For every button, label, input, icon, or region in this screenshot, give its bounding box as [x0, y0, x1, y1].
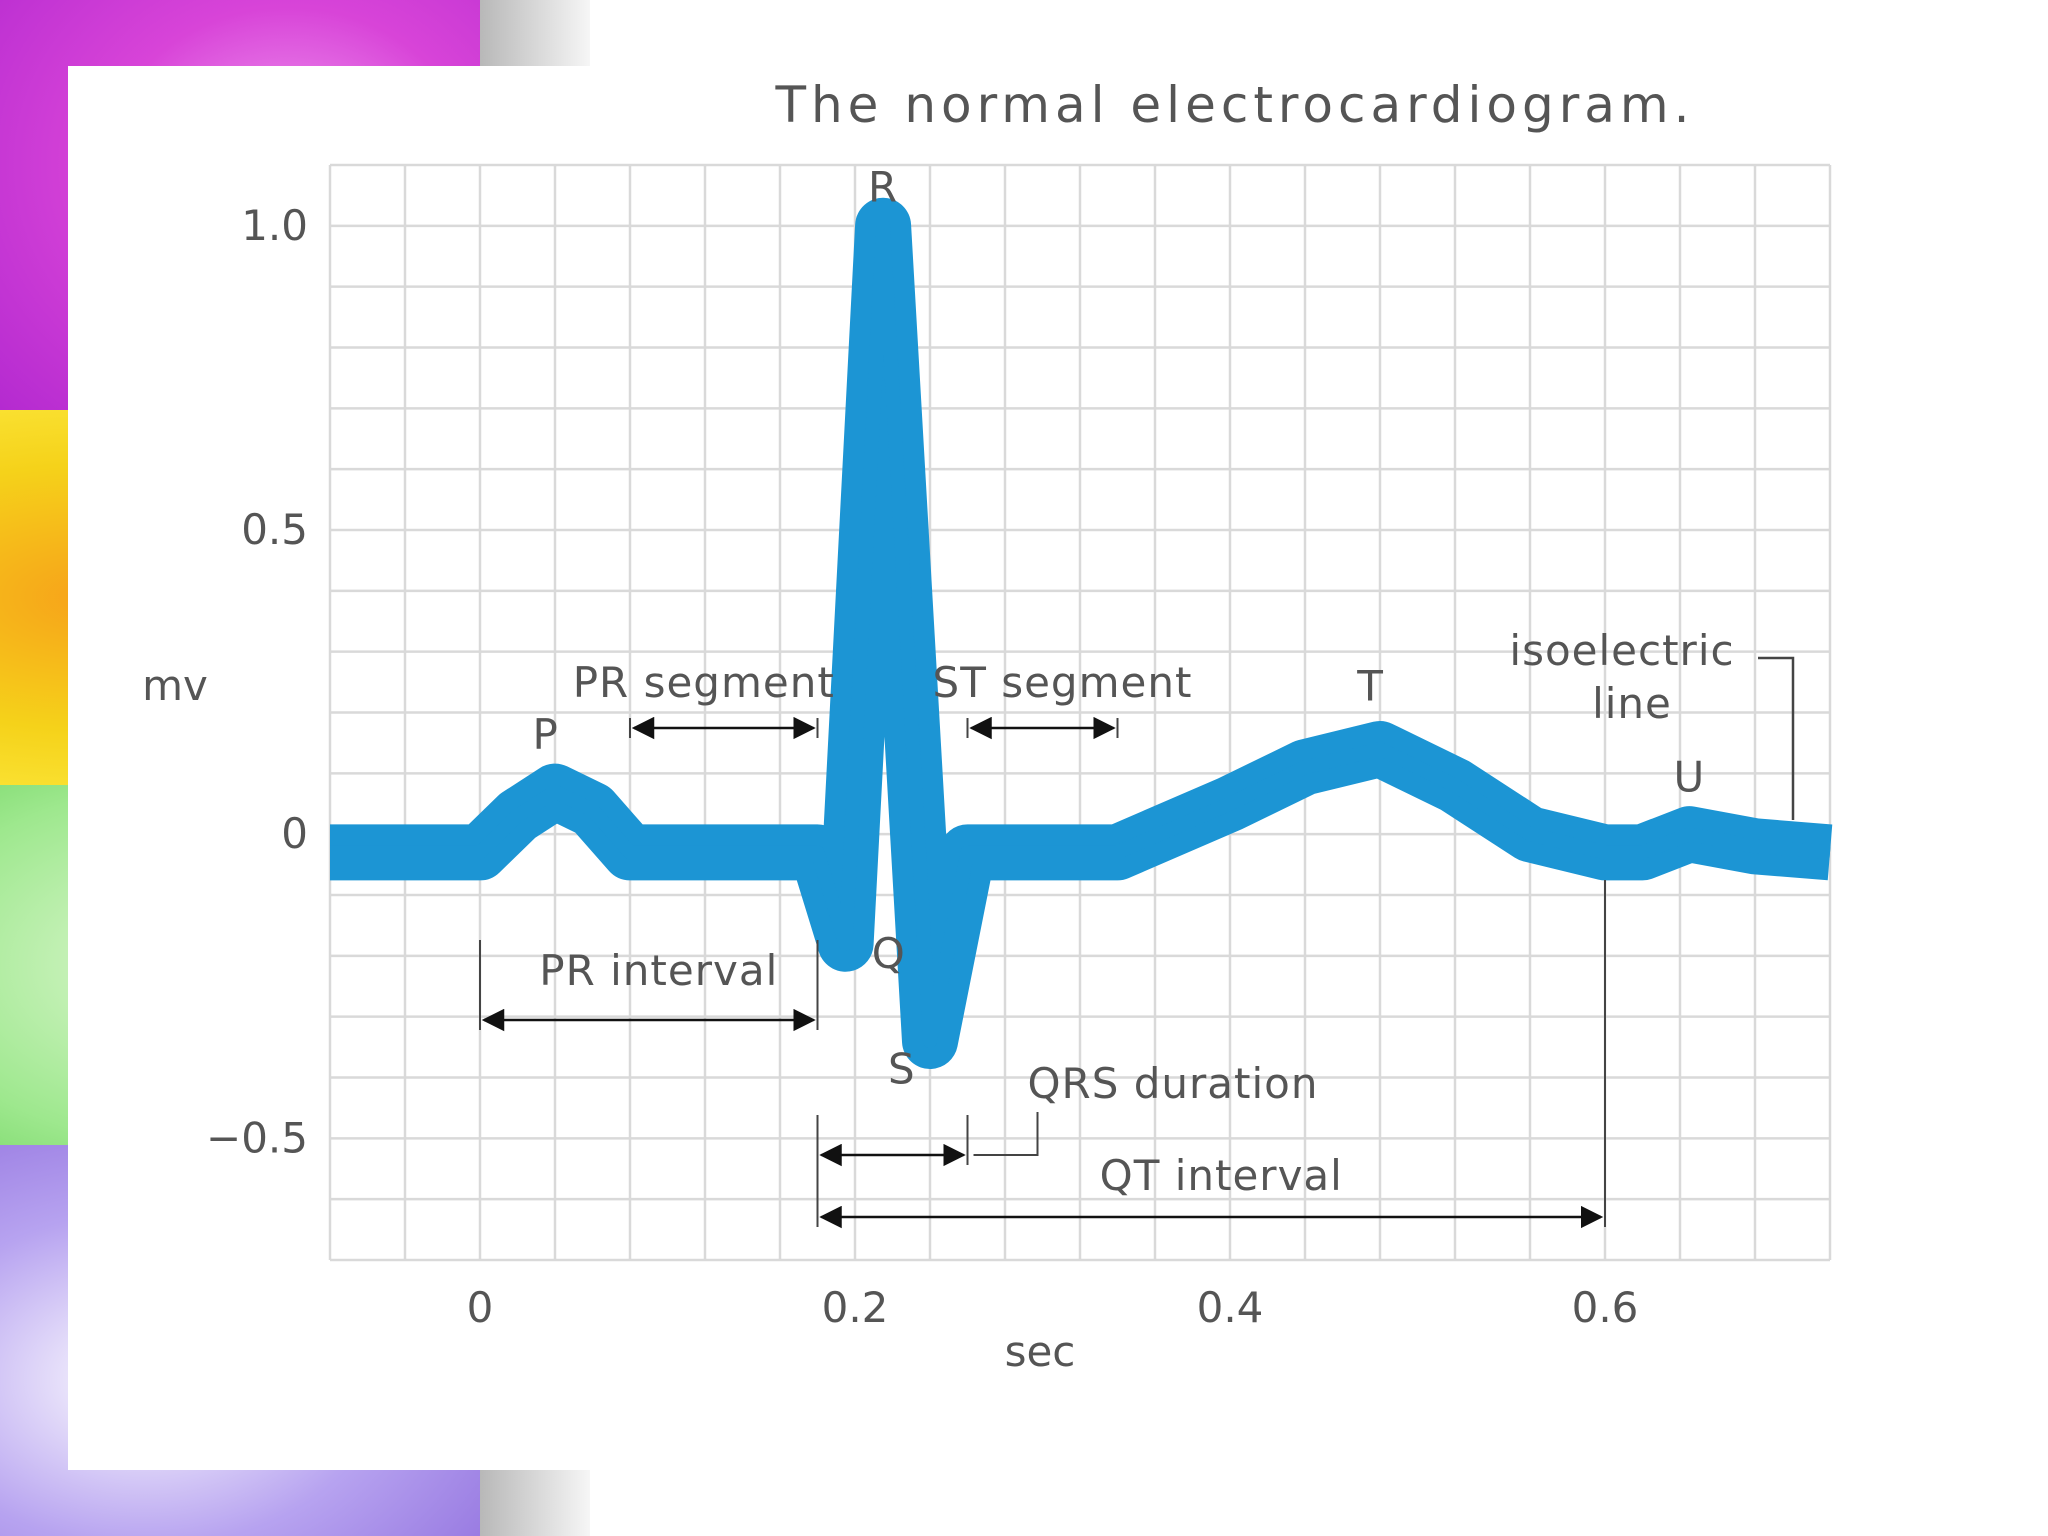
ecg-trace	[330, 197, 1833, 1069]
qrs-duration-leader	[973, 1112, 1039, 1156]
wave-label: P	[532, 710, 558, 759]
y-axis-label: mv	[142, 661, 208, 710]
y-tick-label: 1.0	[241, 201, 308, 250]
wave-label: T	[1356, 661, 1384, 710]
ecg-trace-core	[330, 218, 1831, 1048]
y-tick-label: 0	[281, 809, 308, 858]
pr-segment-label: PR segment	[573, 658, 835, 707]
x-tick-label: 0	[467, 1283, 494, 1332]
wave-label: Q	[872, 929, 906, 978]
x-tick-label: 0.4	[1197, 1283, 1264, 1332]
y-tick-label: 0.5	[241, 505, 308, 554]
pr-interval-label: PR interval	[539, 946, 778, 995]
qrs-duration-label: QRS duration	[1028, 1059, 1319, 1108]
x-tick-label: 0.2	[822, 1283, 889, 1332]
y-tick-label: −0.5	[206, 1113, 308, 1162]
isoelectric-label-line2: line	[1592, 679, 1672, 728]
x-tick-label: 0.6	[1572, 1283, 1639, 1332]
isoelectric-bracket	[1758, 656, 1795, 820]
isoelectric-label-line1: isoelectric	[1509, 626, 1734, 675]
chart-title: The normal electrocardiogram.	[774, 76, 1694, 134]
x-axis-label: sec	[1005, 1327, 1076, 1376]
interval-annotations: P R Q S T U PR segment ST segment PR interval QRS…	[479, 163, 1795, 1229]
axis-ticks: 0 0.2 0.4 0.6 1.0 0.5 0 −0.5	[206, 201, 1638, 1332]
qt-interval-label: QT interval	[1100, 1151, 1343, 1200]
wave-label: S	[888, 1045, 916, 1094]
chart-panel	[68, 66, 1888, 1470]
wave-label: R	[868, 163, 898, 212]
st-segment-label: ST segment	[933, 658, 1193, 707]
wave-label: U	[1674, 753, 1706, 802]
